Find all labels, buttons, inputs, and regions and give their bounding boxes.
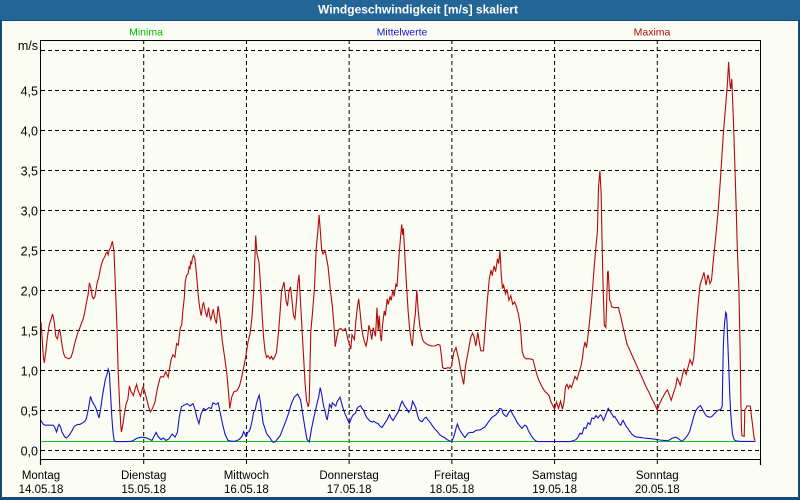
svg-text:Freitag: Freitag (434, 470, 470, 482)
svg-text:2,5: 2,5 (21, 245, 38, 259)
svg-text:19.05.18: 19.05.18 (532, 484, 577, 496)
svg-text:Montag: Montag (22, 470, 60, 482)
svg-text:2,0: 2,0 (21, 285, 38, 299)
svg-text:1,5: 1,5 (21, 325, 38, 339)
svg-text:Dienstag: Dienstag (121, 470, 166, 482)
svg-text:0,0: 0,0 (21, 445, 38, 459)
svg-text:m/s: m/s (18, 39, 38, 53)
svg-text:14.05.18: 14.05.18 (19, 484, 64, 496)
svg-text:17.05.18: 17.05.18 (327, 484, 372, 496)
svg-text:Donnerstag: Donnerstag (319, 470, 378, 482)
svg-text:Sonntag: Sonntag (636, 470, 679, 482)
svg-text:1,0: 1,0 (21, 365, 38, 379)
svg-text:Windgeschwindigkeit [m/s] skal: Windgeschwindigkeit [m/s] skaliert (318, 3, 518, 17)
svg-text:15.05.18: 15.05.18 (121, 484, 166, 496)
svg-text:16.05.18: 16.05.18 (224, 484, 269, 496)
svg-text:Mittwoch: Mittwoch (224, 470, 269, 482)
svg-text:Samstag: Samstag (532, 470, 577, 482)
svg-text:4,0: 4,0 (21, 125, 38, 139)
svg-text:3,5: 3,5 (21, 165, 38, 179)
svg-text:Maxima: Maxima (634, 27, 671, 39)
svg-text:Mittelwerte: Mittelwerte (377, 27, 428, 39)
svg-text:3,0: 3,0 (21, 205, 38, 219)
svg-text:0,5: 0,5 (21, 405, 38, 419)
svg-text:4,5: 4,5 (21, 85, 38, 99)
svg-text:18.05.18: 18.05.18 (430, 484, 475, 496)
svg-text:Minima: Minima (129, 27, 163, 39)
svg-text:20.05.18: 20.05.18 (635, 484, 680, 496)
